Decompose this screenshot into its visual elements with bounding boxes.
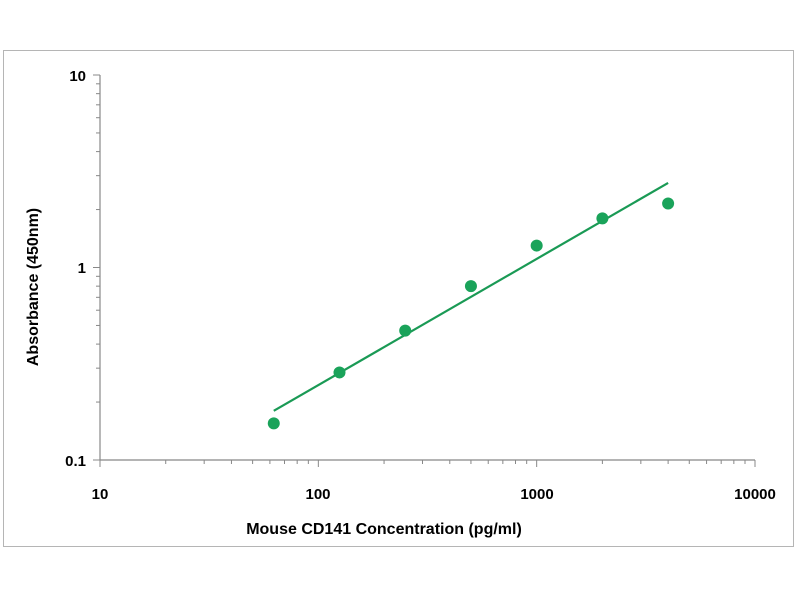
data-points bbox=[267, 197, 675, 430]
x-axis-title: Mouse CD141 Concentration (pg/ml) bbox=[246, 521, 522, 538]
x-tick-label-10: 10 bbox=[92, 486, 109, 503]
data-point bbox=[399, 324, 412, 337]
y-axis-title: Absorbance (450nm) bbox=[25, 208, 42, 366]
chart-frame bbox=[3, 50, 794, 547]
trendline bbox=[273, 181, 669, 412]
data-point bbox=[464, 280, 477, 293]
trendline-group bbox=[273, 181, 669, 412]
ticks bbox=[93, 74, 756, 467]
data-point bbox=[530, 239, 543, 252]
axes bbox=[99, 75, 755, 461]
y-tick-label-0.1: 0.1 bbox=[65, 453, 86, 470]
data-point bbox=[267, 417, 280, 430]
x-tick-label-10000: 10000 bbox=[734, 486, 776, 503]
tick-labels: 10 100 1000 10000 0.1 1 10 bbox=[65, 68, 776, 503]
y-tick-label-1: 1 bbox=[78, 260, 86, 277]
data-point bbox=[662, 197, 675, 210]
data-point bbox=[596, 212, 609, 225]
y-tick-label-10: 10 bbox=[69, 68, 86, 85]
data-point bbox=[333, 366, 346, 379]
x-tick-label-100: 100 bbox=[305, 486, 330, 503]
x-tick-label-1000: 1000 bbox=[520, 486, 553, 503]
